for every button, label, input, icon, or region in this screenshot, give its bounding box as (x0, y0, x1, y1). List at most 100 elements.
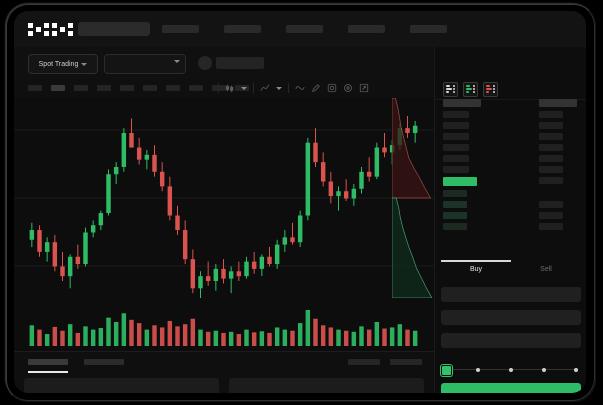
slider-notch-1[interactable] (476, 367, 480, 372)
orderbook-panel: Buy Sell (434, 47, 586, 393)
timeframe-1[interactable] (51, 85, 65, 91)
toolbar-divider (253, 83, 254, 93)
orders-actions (348, 359, 422, 365)
orders-tab-underline (28, 371, 68, 373)
app-header (14, 11, 586, 47)
orderbook-asks-icon[interactable] (483, 82, 498, 97)
order-form (441, 287, 581, 357)
timeframe-group (28, 85, 249, 91)
orders-action-1[interactable] (390, 359, 422, 365)
indicator-icon[interactable] (260, 83, 270, 93)
wave-line-icon[interactable] (295, 83, 305, 93)
table-row[interactable] (443, 133, 469, 140)
table-row[interactable] (443, 166, 469, 173)
order-price-field[interactable] (441, 287, 581, 302)
orderbook-view-modes (443, 82, 498, 97)
orders-tab-0[interactable] (28, 359, 68, 365)
candlestick-svg (14, 116, 434, 346)
nav-item-1[interactable] (224, 25, 261, 33)
pair-select[interactable] (104, 54, 186, 74)
spot-trading-button[interactable]: Spot Trading (28, 54, 98, 74)
orderbook-both-icon[interactable] (443, 82, 458, 97)
chart-gridlines (14, 129, 434, 267)
chart-tools (218, 83, 369, 93)
orderbook-rows (435, 99, 586, 254)
price-chart[interactable] (14, 98, 434, 351)
okx-logo-icon[interactable] (28, 23, 73, 36)
timeframe-5[interactable] (143, 85, 157, 91)
header-search-input[interactable] (78, 22, 150, 36)
chart-toolbar (14, 79, 434, 99)
nav-item-4[interactable] (410, 25, 447, 33)
settings-gear-icon[interactable] (343, 83, 353, 93)
orders-action-0[interactable] (348, 359, 380, 365)
volume-series (29, 310, 418, 346)
timeframe-7[interactable] (189, 85, 203, 91)
orderbook-header (435, 79, 586, 100)
depth-bid-area (392, 197, 433, 298)
table-row (539, 111, 563, 118)
toolbar-divider (288, 83, 289, 93)
slider-notch-3[interactable] (542, 367, 546, 372)
orders-cards (24, 378, 424, 393)
table-row (539, 177, 563, 184)
table-row[interactable] (443, 223, 467, 230)
orders-tabs (28, 359, 124, 365)
depth-overlay-chart (392, 98, 433, 298)
toolbar-divider (218, 83, 219, 93)
amount-slider[interactable] (441, 365, 581, 376)
table-row[interactable] (443, 201, 467, 208)
submit-order-button[interactable] (441, 383, 581, 393)
timeframe-6[interactable] (166, 85, 180, 91)
table-row[interactable] (443, 190, 467, 197)
orderbook-col-header (443, 99, 481, 107)
orders-tab-1[interactable] (84, 359, 124, 365)
chevron-down-icon[interactable] (241, 86, 247, 90)
table-row (539, 212, 563, 219)
slider-notch-4[interactable] (574, 367, 578, 372)
header-nav (162, 25, 447, 33)
orders-card-1[interactable] (229, 378, 424, 393)
table-row (539, 122, 563, 129)
table-row[interactable] (443, 122, 469, 129)
tab-buy[interactable]: Buy (469, 266, 483, 273)
orders-panel (14, 351, 434, 393)
table-row[interactable] (443, 212, 467, 219)
chevron-down-icon[interactable] (276, 86, 282, 90)
table-row (539, 166, 563, 173)
orderbook-bids-icon[interactable] (463, 82, 478, 97)
chevron-down-icon (81, 62, 88, 66)
nav-item-2[interactable] (286, 25, 323, 33)
tab-sell[interactable]: Sell (540, 266, 552, 273)
table-row (539, 223, 563, 230)
order-amount-field[interactable] (441, 310, 581, 325)
nav-item-0[interactable] (162, 25, 199, 33)
timeframe-8[interactable] (212, 85, 226, 91)
table-row[interactable] (443, 155, 469, 162)
table-row (539, 144, 563, 151)
magnet-icon[interactable] (327, 83, 337, 93)
table-row[interactable] (443, 144, 469, 151)
order-total-field[interactable] (441, 333, 581, 348)
pencil-draw-icon[interactable] (311, 83, 321, 93)
timeframe-0[interactable] (28, 85, 42, 91)
pair-name-label (216, 57, 264, 69)
table-row (539, 155, 563, 162)
orderbook-col-header (539, 99, 577, 107)
orderbook-last-price[interactable] (443, 177, 477, 186)
timeframe-3[interactable] (97, 85, 111, 91)
candle-series (29, 116, 418, 298)
table-row[interactable] (443, 111, 469, 118)
slider-handle[interactable] (441, 365, 452, 376)
app-screen: Spot Trading (14, 11, 586, 393)
timeframe-4[interactable] (120, 85, 134, 91)
candlestick-chart-icon[interactable] (225, 83, 235, 93)
timeframe-2[interactable] (74, 85, 88, 91)
orders-card-0[interactable] (24, 378, 219, 393)
order-form-tabs: Buy Sell (441, 260, 581, 282)
nav-item-3[interactable] (348, 25, 385, 33)
table-row (539, 201, 563, 208)
spot-trading-label: Spot Trading (38, 60, 79, 68)
slider-notch-2[interactable] (509, 367, 513, 372)
fullscreen-icon[interactable] (359, 83, 369, 93)
